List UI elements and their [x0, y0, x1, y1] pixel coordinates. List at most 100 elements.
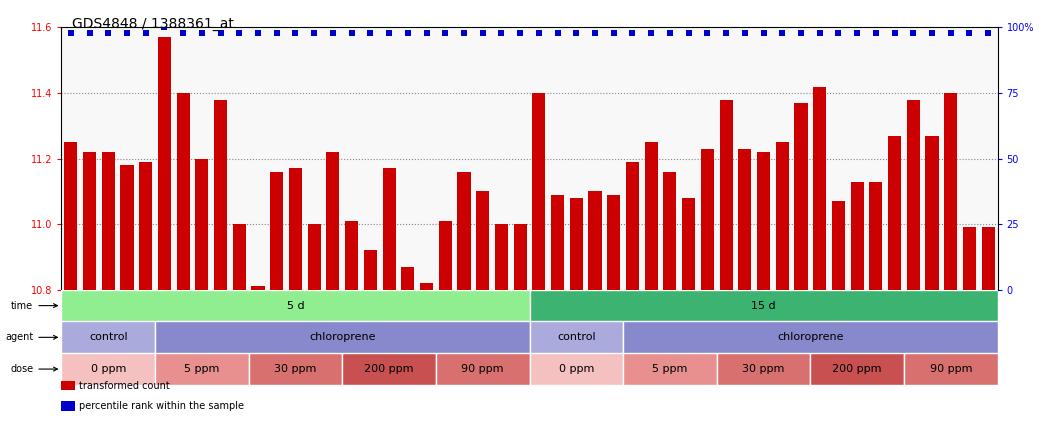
Text: 90 ppm: 90 ppm: [462, 364, 504, 374]
Bar: [945, 93, 957, 290]
Bar: [530, 353, 623, 385]
Bar: [738, 149, 752, 290]
Bar: [401, 267, 414, 290]
Point: [830, 29, 847, 36]
Bar: [832, 201, 845, 290]
Point: [904, 29, 921, 36]
Text: 15 d: 15 d: [751, 301, 776, 310]
Bar: [589, 192, 602, 290]
Point: [362, 29, 379, 36]
Point: [587, 29, 604, 36]
Bar: [530, 321, 623, 353]
Bar: [61, 353, 155, 385]
Bar: [139, 162, 152, 290]
Point: [980, 29, 997, 36]
Bar: [214, 99, 227, 290]
Point: [943, 29, 959, 36]
Bar: [121, 165, 133, 290]
Bar: [195, 159, 209, 290]
Bar: [436, 353, 530, 385]
Point: [474, 29, 491, 36]
Bar: [530, 290, 998, 321]
Bar: [364, 250, 377, 290]
Point: [62, 29, 79, 36]
Text: 30 ppm: 30 ppm: [742, 364, 785, 374]
Bar: [626, 162, 639, 290]
Text: 5 ppm: 5 ppm: [652, 364, 687, 374]
Bar: [775, 142, 789, 290]
Bar: [61, 290, 530, 321]
Text: control: control: [89, 332, 127, 342]
Point: [175, 29, 192, 36]
Bar: [982, 228, 994, 290]
Text: control: control: [557, 332, 595, 342]
Point: [848, 29, 865, 36]
Point: [923, 29, 940, 36]
Bar: [663, 172, 677, 290]
Point: [886, 29, 903, 36]
Text: 30 ppm: 30 ppm: [274, 364, 317, 374]
Bar: [345, 221, 358, 290]
Bar: [420, 283, 433, 290]
Text: time: time: [12, 301, 57, 310]
Bar: [794, 103, 808, 290]
Point: [718, 29, 735, 36]
Point: [287, 29, 304, 36]
Bar: [757, 152, 770, 290]
Bar: [533, 93, 545, 290]
Point: [867, 29, 884, 36]
Point: [492, 29, 509, 36]
Text: chloroprene: chloroprene: [777, 332, 844, 342]
Bar: [907, 99, 920, 290]
Bar: [177, 93, 190, 290]
Point: [662, 29, 679, 36]
Text: 200 ppm: 200 ppm: [832, 364, 882, 374]
Bar: [457, 172, 470, 290]
Text: 5 ppm: 5 ppm: [184, 364, 219, 374]
Point: [550, 29, 567, 36]
Text: percentile rank within the sample: percentile rank within the sample: [79, 401, 245, 411]
Point: [736, 29, 753, 36]
Point: [380, 29, 397, 36]
Text: agent: agent: [5, 332, 57, 342]
Bar: [102, 152, 114, 290]
Text: 5 d: 5 d: [287, 301, 304, 310]
Bar: [155, 321, 530, 353]
Bar: [904, 353, 998, 385]
Point: [82, 29, 98, 36]
Point: [961, 29, 977, 36]
Text: 90 ppm: 90 ppm: [930, 364, 972, 374]
Point: [306, 29, 323, 36]
Bar: [307, 224, 321, 290]
Point: [231, 29, 248, 36]
Bar: [570, 198, 582, 290]
Bar: [889, 136, 901, 290]
Bar: [607, 195, 621, 290]
Point: [343, 29, 360, 36]
Point: [194, 29, 211, 36]
Bar: [155, 353, 249, 385]
Text: GDS4848 / 1388361_at: GDS4848 / 1388361_at: [72, 17, 234, 31]
Point: [755, 29, 772, 36]
Bar: [342, 353, 436, 385]
Text: transformed count: transformed count: [79, 381, 170, 391]
Point: [774, 29, 791, 36]
Point: [418, 29, 435, 36]
Point: [436, 29, 453, 36]
Bar: [249, 353, 342, 385]
Point: [792, 29, 809, 36]
Point: [606, 29, 623, 36]
Bar: [926, 136, 938, 290]
Text: 0 ppm: 0 ppm: [558, 364, 594, 374]
Bar: [270, 172, 284, 290]
Bar: [850, 181, 864, 290]
Text: dose: dose: [11, 364, 57, 374]
Bar: [438, 221, 452, 290]
Point: [811, 29, 828, 36]
Bar: [645, 142, 658, 290]
Point: [511, 29, 528, 36]
Point: [568, 29, 585, 36]
Text: 0 ppm: 0 ppm: [90, 364, 126, 374]
Bar: [963, 228, 976, 290]
Bar: [682, 198, 695, 290]
